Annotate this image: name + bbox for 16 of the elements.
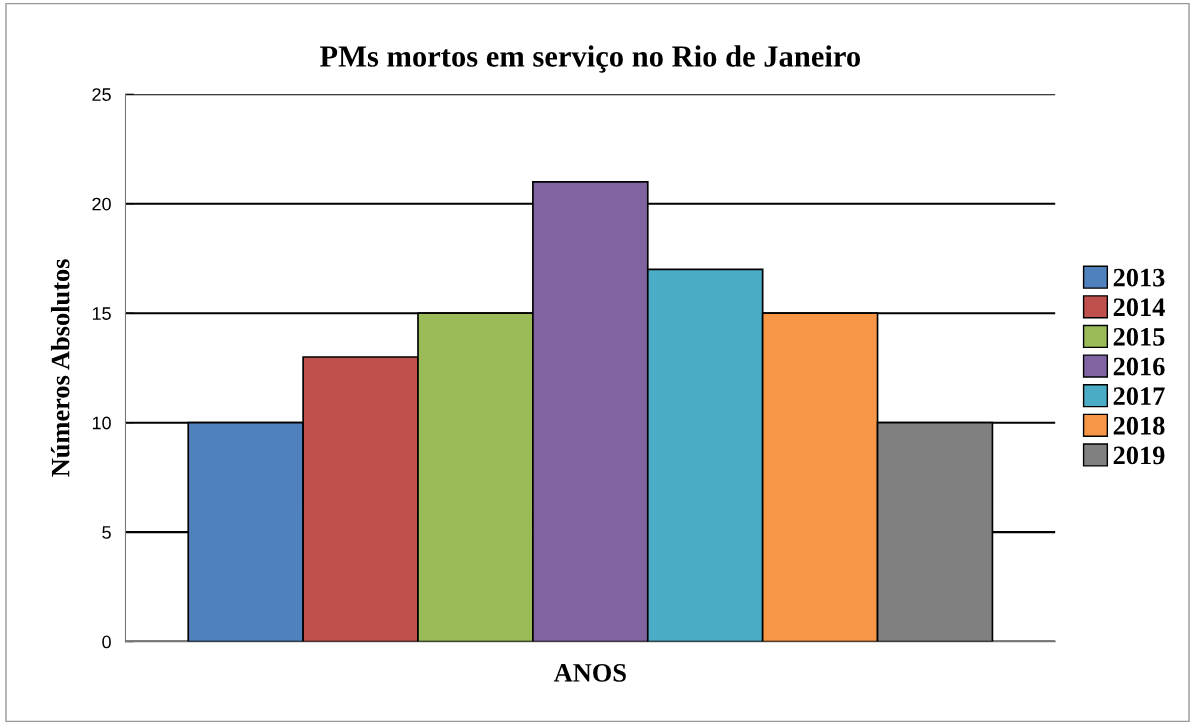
legend-label: 2019 (1113, 446, 1165, 465)
x-axis-title: ANOS (553, 663, 626, 682)
y-tick-label: 5 (102, 526, 111, 539)
legend-label: 2018 (1113, 416, 1165, 435)
legend-label: 2013 (1113, 268, 1165, 287)
y-tick-label: 0 (102, 635, 111, 649)
y-tick-label: 10 (92, 416, 111, 430)
chart-title: PMs mortos em serviço no Rio de Janeiro (319, 45, 861, 73)
y-tick-label: 20 (92, 197, 111, 211)
legend-label: 2014 (1113, 298, 1165, 317)
y-axis-title: Números Absolutos (50, 259, 70, 477)
legend-label: 2015 (1113, 327, 1165, 346)
legend-label: 2016 (1113, 357, 1165, 376)
legend-label: 2017 (1113, 387, 1165, 406)
y-tick-label: 25 (92, 88, 111, 101)
y-tick-label: 15 (92, 307, 111, 320)
